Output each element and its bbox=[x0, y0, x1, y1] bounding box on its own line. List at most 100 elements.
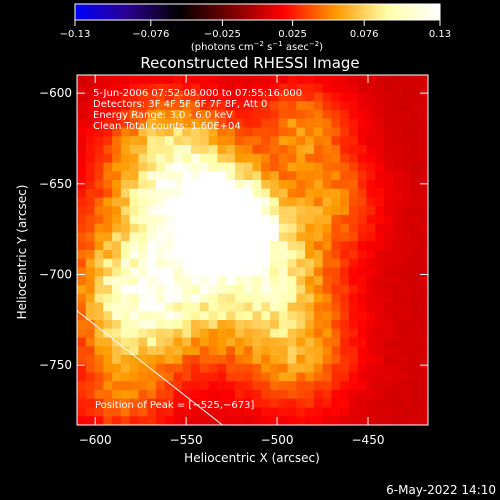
heatmap-cell bbox=[120, 320, 131, 330]
heatmap-cell bbox=[226, 83, 236, 94]
heatmap-cell bbox=[191, 83, 201, 94]
heatmap-cell bbox=[120, 293, 131, 304]
heatmap-cell bbox=[305, 92, 315, 102]
heatmap-cell bbox=[340, 250, 350, 260]
heatmap-cell bbox=[112, 285, 122, 295]
heatmap-cell bbox=[410, 363, 420, 374]
x-tick-label: −550 bbox=[170, 433, 203, 447]
heatmap-cell bbox=[384, 241, 394, 251]
solar-limb-line bbox=[77, 310, 223, 425]
heatmap-cell bbox=[340, 136, 350, 146]
heatmap-cell bbox=[217, 258, 227, 269]
heatmap-cell bbox=[77, 206, 87, 216]
heatmap-cell bbox=[129, 145, 140, 155]
heatmap-cell bbox=[77, 83, 87, 94]
heatmap-cell bbox=[94, 398, 104, 409]
heatmap-cell bbox=[357, 162, 368, 172]
heatmap-cell bbox=[138, 346, 148, 356]
heatmap-cell bbox=[278, 320, 289, 330]
heatmap-cell bbox=[270, 285, 280, 295]
heatmap-cell bbox=[401, 276, 412, 286]
heatmap-cell bbox=[103, 267, 113, 277]
heatmap-cell bbox=[129, 162, 140, 172]
heatmap-cell bbox=[349, 355, 359, 365]
heatmap-cell bbox=[252, 328, 262, 339]
heatmap-cell bbox=[155, 407, 166, 417]
heatmap-cell bbox=[120, 285, 131, 295]
heatmap-cell bbox=[349, 206, 359, 216]
heatmap-cell bbox=[313, 206, 324, 216]
heatmap-cell bbox=[322, 258, 333, 269]
heatmap-cell bbox=[392, 118, 403, 129]
heatmap-cell bbox=[322, 75, 333, 85]
heatmap-cell bbox=[94, 293, 104, 304]
heatmap-cell bbox=[120, 363, 131, 374]
heatmap-cell bbox=[322, 215, 333, 225]
heatmap-cell bbox=[287, 355, 297, 365]
heatmap-cell bbox=[252, 75, 262, 85]
heatmap-cell bbox=[94, 83, 104, 94]
heatmap-cell bbox=[112, 110, 122, 120]
heatmap-cell bbox=[77, 223, 87, 234]
heatmap-cell bbox=[401, 215, 412, 225]
heatmap-cell bbox=[182, 232, 192, 242]
heatmap-cell bbox=[173, 311, 183, 321]
heatmap-cell bbox=[147, 302, 157, 312]
heatmap-cell bbox=[226, 363, 236, 374]
heatmap-cell bbox=[366, 153, 376, 164]
heatmap-cell bbox=[112, 241, 122, 251]
heatmap-cell bbox=[94, 311, 104, 321]
heatmap-cell bbox=[357, 372, 368, 382]
heatmap-cell bbox=[270, 398, 280, 409]
heatmap-cell bbox=[419, 101, 428, 111]
heatmap-cell bbox=[252, 311, 262, 321]
heatmap-cell bbox=[375, 118, 385, 129]
heatmap-cell bbox=[331, 381, 341, 391]
heatmap-cell bbox=[243, 215, 254, 225]
heatmap-cell bbox=[77, 92, 87, 102]
heatmap-cell bbox=[287, 127, 297, 137]
heatmap-cell bbox=[208, 197, 219, 207]
heatmap-cell bbox=[147, 145, 157, 155]
heatmap-cell bbox=[85, 302, 96, 312]
heatmap-cell bbox=[375, 381, 385, 391]
heatmap-cell bbox=[419, 136, 428, 146]
heatmap-cell bbox=[296, 232, 306, 242]
heatmap-cell bbox=[155, 328, 166, 339]
heatmap-cell bbox=[234, 180, 245, 190]
heatmap-cell bbox=[261, 83, 271, 94]
heatmap-cell bbox=[384, 118, 394, 129]
heatmap-cell bbox=[217, 83, 227, 94]
heatmap-cell bbox=[270, 337, 280, 347]
heatmap-cell bbox=[375, 337, 385, 347]
colorbar-ticks: −0.13 −0.076 −0.025 0.025 0.076 0.13 bbox=[60, 20, 451, 40]
heatmap-cell bbox=[375, 127, 385, 137]
heatmap-cell bbox=[217, 197, 227, 207]
heatmap-cell bbox=[287, 407, 297, 417]
heatmap-cell bbox=[305, 285, 315, 295]
heatmap-cell bbox=[243, 320, 254, 330]
heatmap-cell bbox=[120, 188, 131, 199]
heatmap-cell bbox=[252, 215, 262, 225]
heatmap-cell bbox=[182, 171, 192, 181]
heatmap-cell bbox=[366, 285, 376, 295]
heatmap-cell bbox=[164, 407, 175, 417]
heatmap-cell bbox=[410, 92, 420, 102]
heatmap-cell bbox=[129, 153, 140, 164]
heatmap-cell bbox=[243, 250, 254, 260]
heatmap-cell bbox=[305, 416, 315, 425]
heatmap-cell bbox=[173, 241, 183, 251]
heatmap-cell bbox=[147, 83, 157, 94]
heatmap-cell bbox=[375, 223, 385, 234]
heatmap-cell bbox=[199, 302, 210, 312]
heatmap-cell bbox=[366, 162, 376, 172]
heatmap-cell bbox=[103, 285, 113, 295]
heatmap-cell bbox=[340, 372, 350, 382]
heatmap-cell bbox=[322, 145, 333, 155]
heatmap-cell bbox=[375, 83, 385, 94]
heatmap-cell bbox=[384, 346, 394, 356]
heatmap-cell bbox=[305, 223, 315, 234]
heatmap-cell bbox=[112, 223, 122, 234]
heatmap-cell bbox=[147, 320, 157, 330]
heatmap-cell bbox=[243, 293, 254, 304]
